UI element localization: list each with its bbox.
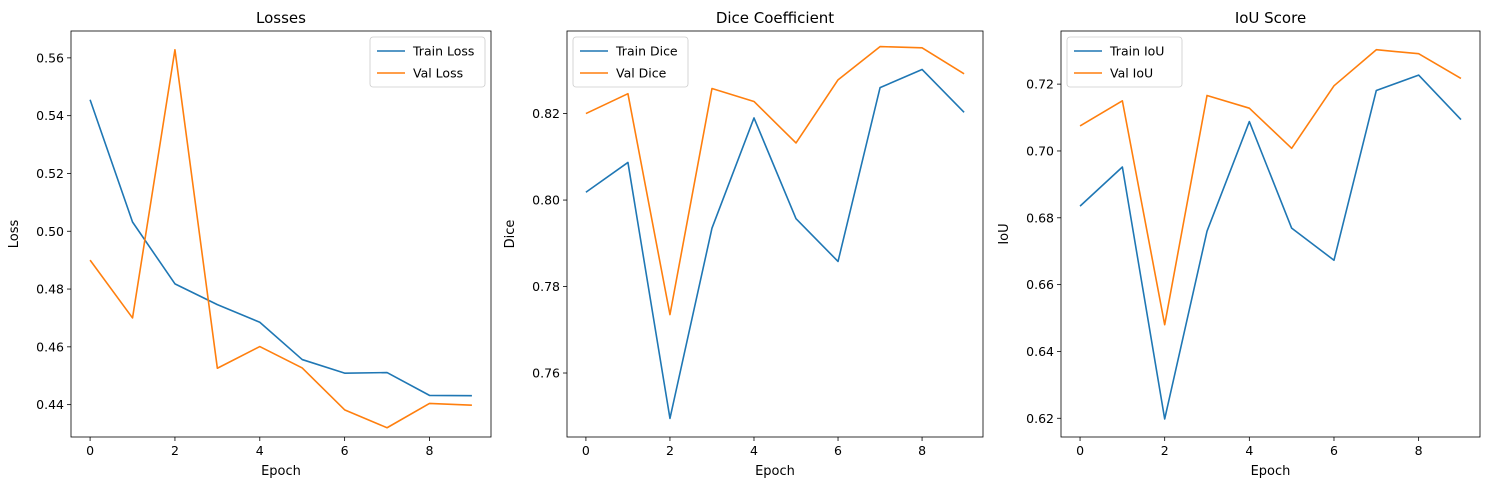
legend-label: Val Loss xyxy=(413,66,463,81)
axes-frame xyxy=(70,30,492,438)
legend: Train Dice Val Dice xyxy=(572,36,689,88)
y-axis-label: Dice xyxy=(503,220,518,249)
y-tick-label: 0.66 xyxy=(1026,277,1054,292)
chart-title: IoU Score xyxy=(1235,9,1306,27)
legend-label: Val Dice xyxy=(616,66,667,81)
x-tick-label: 8 xyxy=(918,443,926,458)
y-tick-label: 0.70 xyxy=(1026,143,1054,158)
x-tick-label: 2 xyxy=(171,443,179,458)
y-tick-label: 0.50 xyxy=(36,224,64,239)
y-tick-label: 0.46 xyxy=(36,339,64,354)
chart-panel-0: Losses 0 2 4 6 8 0.44 0.46 0.48 0.50 0.52 0.54 0.56 E… xyxy=(7,9,492,479)
legend-box xyxy=(1066,36,1183,88)
y-tick-label: 0.80 xyxy=(532,193,560,208)
legend-label: Train Dice xyxy=(615,44,678,59)
y-tick-label: 0.72 xyxy=(1026,77,1054,92)
series-line-train-loss xyxy=(89,99,472,397)
legend-label: Val IoU xyxy=(1110,66,1153,81)
x-tick-label: 0 xyxy=(1076,443,1084,458)
chart-title: Losses xyxy=(256,9,306,27)
legend-label: Train Loss xyxy=(412,44,474,59)
x-axis-label: Epoch xyxy=(755,464,795,479)
y-axis-label: IoU xyxy=(997,223,1012,244)
y-tick-label: 0.48 xyxy=(36,282,64,297)
y-tick-label: 0.64 xyxy=(1026,344,1054,359)
x-tick-label: 4 xyxy=(750,443,758,458)
series-line-train-iou xyxy=(1079,74,1462,420)
x-tick-label: 6 xyxy=(341,443,349,458)
legend: Train Loss Val Loss xyxy=(369,36,486,88)
x-axis-label: Epoch xyxy=(1251,464,1291,479)
series-line-val-iou xyxy=(1079,48,1462,326)
legend-box xyxy=(572,36,689,88)
axes-frame xyxy=(566,30,984,438)
legend: Train IoU Val IoU xyxy=(1066,36,1183,88)
y-tick-label: 0.76 xyxy=(532,366,560,381)
x-tick-label: 2 xyxy=(666,443,674,458)
y-tick-label: 0.68 xyxy=(1026,210,1054,225)
x-tick-label: 8 xyxy=(426,443,434,458)
x-tick-label: 0 xyxy=(582,443,590,458)
axes-frame xyxy=(1060,30,1481,438)
x-tick-label: 4 xyxy=(256,443,264,458)
series-line-train-dice xyxy=(585,68,965,420)
y-tick-label: 0.78 xyxy=(532,279,560,294)
x-axis-label: Epoch xyxy=(261,464,301,479)
y-tick-label: 0.62 xyxy=(1026,411,1054,426)
y-tick-label: 0.52 xyxy=(36,166,64,181)
x-tick-label: 4 xyxy=(1245,443,1253,458)
chart-panel-2: IoU Score 0 2 4 6 8 0.62 0.64 0.66 0.68 0.70 0.72 Ep… xyxy=(997,9,1481,479)
legend-label: Train IoU xyxy=(1109,44,1164,59)
y-tick-label: 0.44 xyxy=(36,397,64,412)
y-tick-label: 0.56 xyxy=(36,50,64,65)
y-tick-label: 0.54 xyxy=(36,108,64,123)
x-tick-label: 6 xyxy=(1330,443,1338,458)
x-tick-label: 6 xyxy=(834,443,842,458)
series-line-val-loss xyxy=(89,48,472,429)
x-tick-label: 0 xyxy=(86,443,94,458)
x-tick-label: 8 xyxy=(1415,443,1423,458)
chart-title: Dice Coefficient xyxy=(716,9,834,27)
series-line-val-dice xyxy=(585,45,965,316)
chart-panel-1: Dice Coefficient 0 2 4 6 8 0.76 0.78 0.80 0.82 Epo… xyxy=(503,9,984,479)
x-tick-label: 2 xyxy=(1161,443,1169,458)
y-axis-label: Loss xyxy=(7,220,22,249)
legend-box xyxy=(369,36,486,88)
y-tick-label: 0.82 xyxy=(532,106,560,121)
